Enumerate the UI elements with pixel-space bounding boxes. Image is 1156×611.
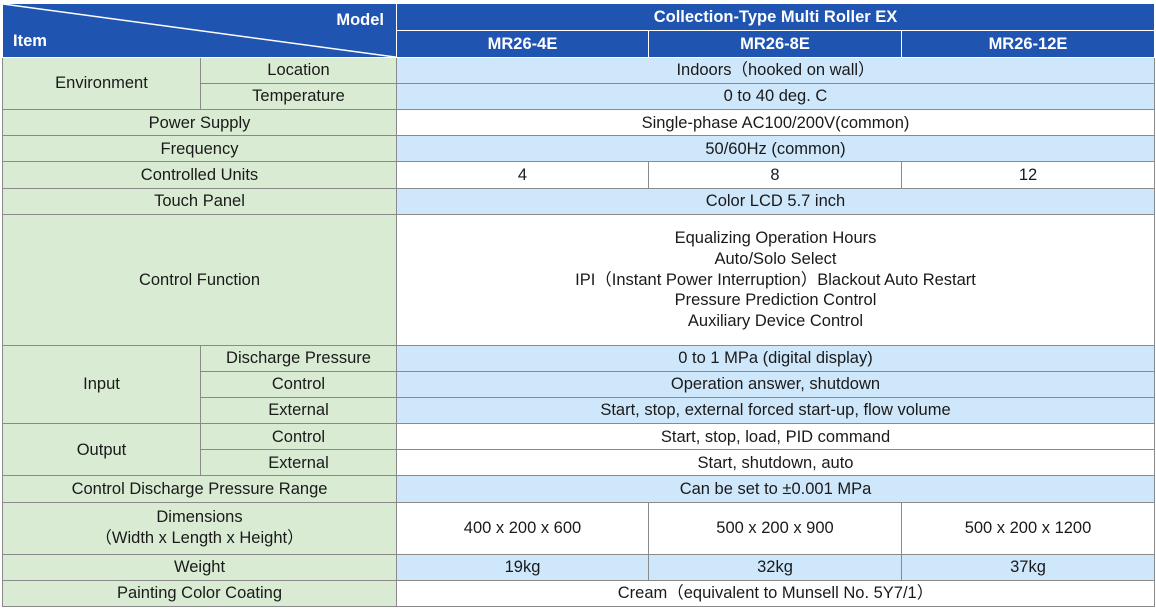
table-row: Environment Location Indoors（hooked on w…: [2, 57, 1155, 111]
header-corner-cell: Model Item: [2, 2, 397, 59]
environment-label: Environment: [2, 57, 201, 111]
model-name: MR26-12E: [901, 30, 1155, 59]
product-name: Collection-Type Multi Roller EX: [396, 2, 1155, 32]
output-control-value: Start, stop, load, PID command: [396, 423, 1155, 451]
dimensions-value: 500 x 200 x 900: [648, 501, 902, 555]
weight-value: 37kg: [901, 553, 1155, 581]
input-external-value: Start, stop, external forced start-up, f…: [396, 397, 1155, 425]
dimensions-label-line: （Width x Length x Height）: [95, 529, 304, 548]
output-control-label: Control: [200, 423, 397, 451]
table-row: Touch Panel Color LCD 5.7 inch: [2, 187, 1155, 215]
location-label: Location: [200, 57, 397, 85]
item-label: Item: [13, 31, 47, 50]
frequency-label: Frequency: [2, 135, 397, 163]
dimensions-value: 400 x 200 x 600: [396, 501, 649, 555]
controlled-units-value: 12: [901, 161, 1155, 189]
table-row: Controlled Units 4 8 12: [2, 161, 1155, 189]
table-row: Input Discharge Pressure 0 to 1 MPa (dig…: [2, 345, 1155, 425]
location-value: Indoors（hooked on wall）: [396, 57, 1155, 85]
weight-value: 19kg: [396, 553, 649, 581]
table-row: Output Control Start, stop, load, PID co…: [2, 423, 1155, 477]
input-external-label: External: [200, 397, 397, 425]
frequency-value: 50/60Hz (common): [396, 135, 1155, 163]
control-function-label: Control Function: [2, 213, 397, 347]
controlled-units-value: 8: [648, 161, 902, 189]
model-name: MR26-4E: [396, 30, 649, 59]
table-row: Power Supply Single-phase AC100/200V(com…: [2, 109, 1155, 137]
power-supply-label: Power Supply: [2, 109, 397, 137]
control-function-line: Auto/Solo Select: [714, 249, 837, 268]
model-label: Model: [336, 11, 384, 29]
table-row: External Start, shutdown, auto: [3, 449, 1155, 477]
pressure-range-value: Can be set to ±0.001 MPa: [396, 475, 1155, 503]
dimensions-value: 500 x 200 x 1200: [901, 501, 1155, 555]
table-row: External Start, stop, external forced st…: [3, 397, 1155, 425]
header-row: Model Item Collection-Type Multi Roller …: [2, 2, 1155, 59]
weight-label: Weight: [2, 553, 397, 581]
weight-value: 32kg: [648, 553, 902, 581]
model-name: MR26-8E: [648, 30, 902, 59]
control-function-line: Pressure Prediction Control: [674, 291, 877, 310]
table-row: Dimensions （Width x Length x Height） 400…: [2, 501, 1155, 555]
table-row: Control Discharge Pressure Range Can be …: [2, 475, 1155, 503]
control-function-line: Auxiliary Device Control: [687, 311, 864, 330]
input-control-label: Control: [200, 371, 397, 399]
input-label: Input: [2, 345, 201, 425]
table-row: Control Operation answer, shutdown: [3, 371, 1155, 399]
table-row: Control Function Equalizing Operation Ho…: [2, 213, 1155, 347]
table-row: Painting Color Coating Cream（equivalent …: [2, 579, 1155, 608]
controlled-units-label: Controlled Units: [2, 161, 397, 189]
touch-panel-value: Color LCD 5.7 inch: [396, 187, 1155, 215]
painting-value: Cream（equivalent to Munsell No. 5Y7/1）: [396, 579, 1155, 608]
temperature-value: 0 to 40 deg. C: [396, 83, 1155, 111]
painting-label: Painting Color Coating: [2, 579, 397, 608]
table-row: Frequency 50/60Hz (common): [2, 135, 1155, 163]
control-function-line: IPI（Instant Power Interruption）Blackout …: [575, 270, 976, 289]
discharge-pressure-label: Discharge Pressure: [200, 345, 397, 373]
output-external-label: External: [200, 449, 397, 477]
power-supply-value: Single-phase AC100/200V(common): [396, 109, 1155, 137]
input-control-value: Operation answer, shutdown: [396, 371, 1155, 399]
table-row: Weight 19kg 32kg 37kg: [2, 553, 1155, 581]
output-label: Output: [2, 423, 201, 477]
touch-panel-label: Touch Panel: [2, 187, 397, 215]
control-function-line: Equalizing Operation Hours: [674, 229, 877, 248]
pressure-range-label: Control Discharge Pressure Range: [2, 475, 397, 503]
output-external-value: Start, shutdown, auto: [396, 449, 1155, 477]
diagonal-divider: [3, 4, 396, 57]
dimensions-label-line: Dimensions: [156, 508, 243, 527]
control-function-value: Equalizing Operation Hours Auto/Solo Sel…: [396, 213, 1155, 347]
controlled-units-value: 4: [396, 161, 649, 189]
temperature-label: Temperature: [200, 83, 397, 111]
discharge-pressure-value: 0 to 1 MPa (digital display): [396, 345, 1155, 373]
dimensions-label: Dimensions （Width x Length x Height）: [2, 501, 397, 555]
